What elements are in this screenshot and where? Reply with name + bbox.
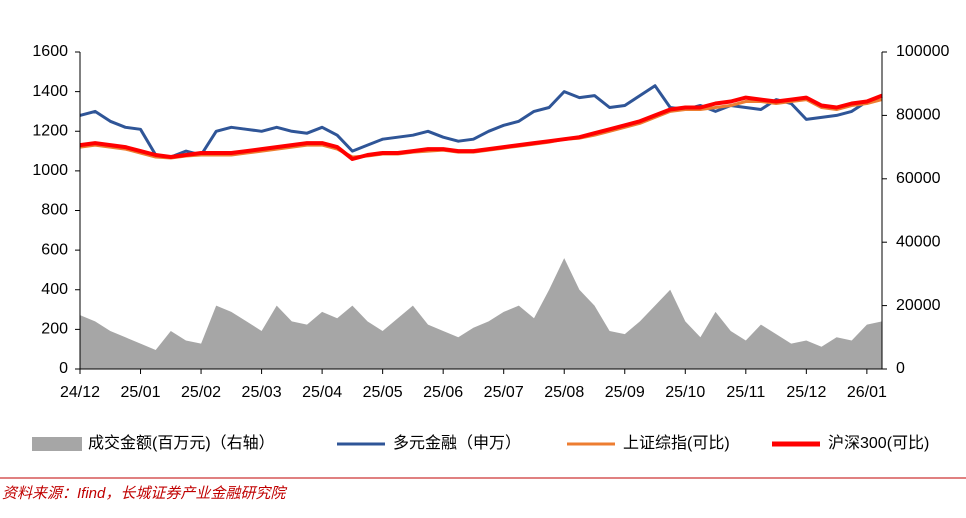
volume-area xyxy=(80,258,882,369)
x-tick-label: 25/01 xyxy=(121,384,161,401)
legend-label: 上证综指(可比) xyxy=(623,434,730,452)
y2-tick-label: 80000 xyxy=(896,107,941,124)
x-tick-label: 25/03 xyxy=(242,384,282,401)
y-tick-label: 400 xyxy=(41,281,68,298)
x-tick-label: 25/04 xyxy=(302,384,342,401)
legend-label: 成交金额(百万元)（右轴） xyxy=(88,434,275,452)
x-tick-label: 24/12 xyxy=(60,384,100,401)
x-tick-label: 25/12 xyxy=(786,384,826,401)
y-tick-label: 1200 xyxy=(32,122,68,139)
x-tick-label: 25/05 xyxy=(363,384,403,401)
y-tick-label: 0 xyxy=(59,360,68,377)
legend-label: 多元金融（申万） xyxy=(393,434,521,452)
y2-tick-label: 60000 xyxy=(896,170,941,187)
x-tick-label: 25/02 xyxy=(181,384,221,401)
legend-swatch xyxy=(32,437,82,451)
x-tick-label: 25/07 xyxy=(484,384,524,401)
y-tick-label: 200 xyxy=(41,321,68,338)
source: 资料来源：Ifind，长城证券产业金融研究院 xyxy=(2,485,287,502)
legend-label: 沪深300(可比) xyxy=(828,434,929,452)
line xyxy=(79,84,883,159)
x-tick-label: 26/01 xyxy=(847,384,887,401)
y-tick-label: 1000 xyxy=(32,162,68,179)
y-tick-label: 1600 xyxy=(32,43,68,60)
x-tick-label: 25/11 xyxy=(726,384,765,401)
y-tick-label: 600 xyxy=(41,241,68,258)
y2-tick-label: 0 xyxy=(896,360,905,377)
line xyxy=(79,93,883,161)
x-tick-label: 25/10 xyxy=(665,384,705,401)
x-tick-label: 25/08 xyxy=(544,384,584,401)
y-tick-label: 1400 xyxy=(32,83,68,100)
y2-tick-label: 100000 xyxy=(896,43,949,60)
x-tick-label: 25/09 xyxy=(605,384,645,401)
x-tick-label: 25/06 xyxy=(423,384,463,401)
y2-tick-label: 20000 xyxy=(896,297,941,314)
y-tick-label: 800 xyxy=(41,202,68,219)
y2-tick-label: 40000 xyxy=(896,233,941,250)
